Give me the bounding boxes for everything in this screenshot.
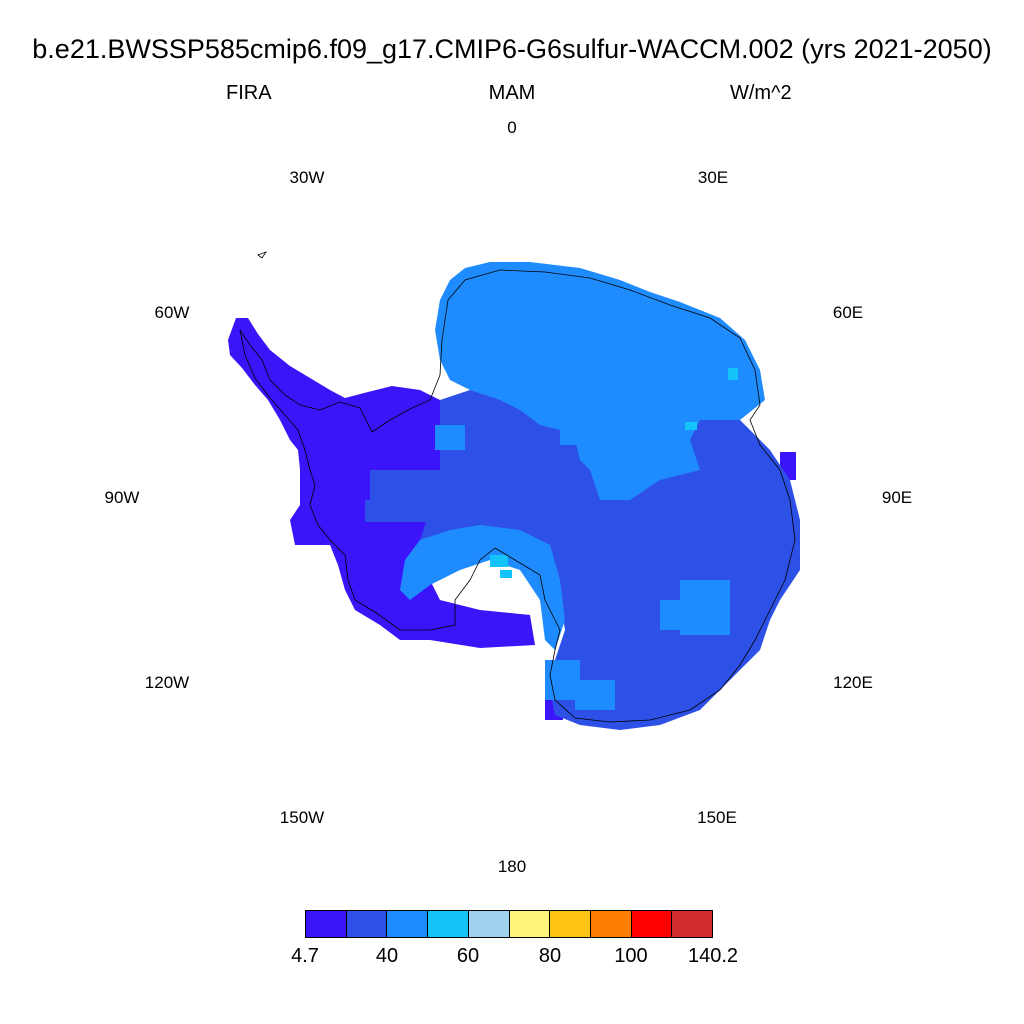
lon-label-30w: 30W (289, 168, 325, 187)
lon-label-150e: 150E (697, 808, 737, 827)
lon-label-90w: 90W (104, 488, 140, 507)
island-outline (257, 251, 268, 259)
colorbar-label: 60 (456, 945, 480, 967)
colorbar-label: 100 (614, 945, 648, 967)
lon-label-60e: 60E (832, 303, 864, 322)
lon-label-120e: 120E (833, 673, 873, 692)
plot-title: b.e21.BWSSP585cmip6.f09_g17.CMIP6-G6sulf… (32, 34, 992, 64)
colorbar-box-8 (631, 911, 673, 937)
lon-label-0: 0 (507, 118, 517, 137)
lon-label-90e: 90E (881, 488, 913, 507)
lon-label-60w: 60W (154, 303, 190, 322)
colorbar (305, 910, 713, 938)
colorbar-box-4 (468, 911, 510, 937)
colorbar-box-5 (509, 911, 551, 937)
colorbar-box-6 (550, 911, 591, 937)
lon-label-120w: 120W (144, 673, 190, 692)
colorbar-label: 80 (538, 945, 562, 967)
colorbar-box-7 (590, 911, 632, 937)
lon-label-150w: 150W (279, 808, 325, 827)
colorbar-box-3 (428, 911, 469, 937)
lon-label-30e: 30E (697, 168, 729, 187)
season-label: MAM (488, 82, 536, 104)
colorbar-label: 140.2 (687, 945, 739, 967)
lon-label-180: 180 (497, 857, 527, 876)
colorbar-box-9 (672, 911, 713, 937)
colorbar-box-1 (346, 911, 388, 937)
units-label: W/m^2 (730, 82, 792, 104)
colorbar-box-2 (387, 911, 429, 937)
coastline (239, 269, 796, 723)
field-high-spots (490, 368, 738, 578)
colorbar-label: 40 (375, 945, 399, 967)
variable-name: FIRA (226, 82, 272, 104)
field-upper-region (400, 262, 765, 710)
colorbar-label: 4.7 (291, 945, 319, 967)
colorbar-box-0 (306, 911, 347, 937)
